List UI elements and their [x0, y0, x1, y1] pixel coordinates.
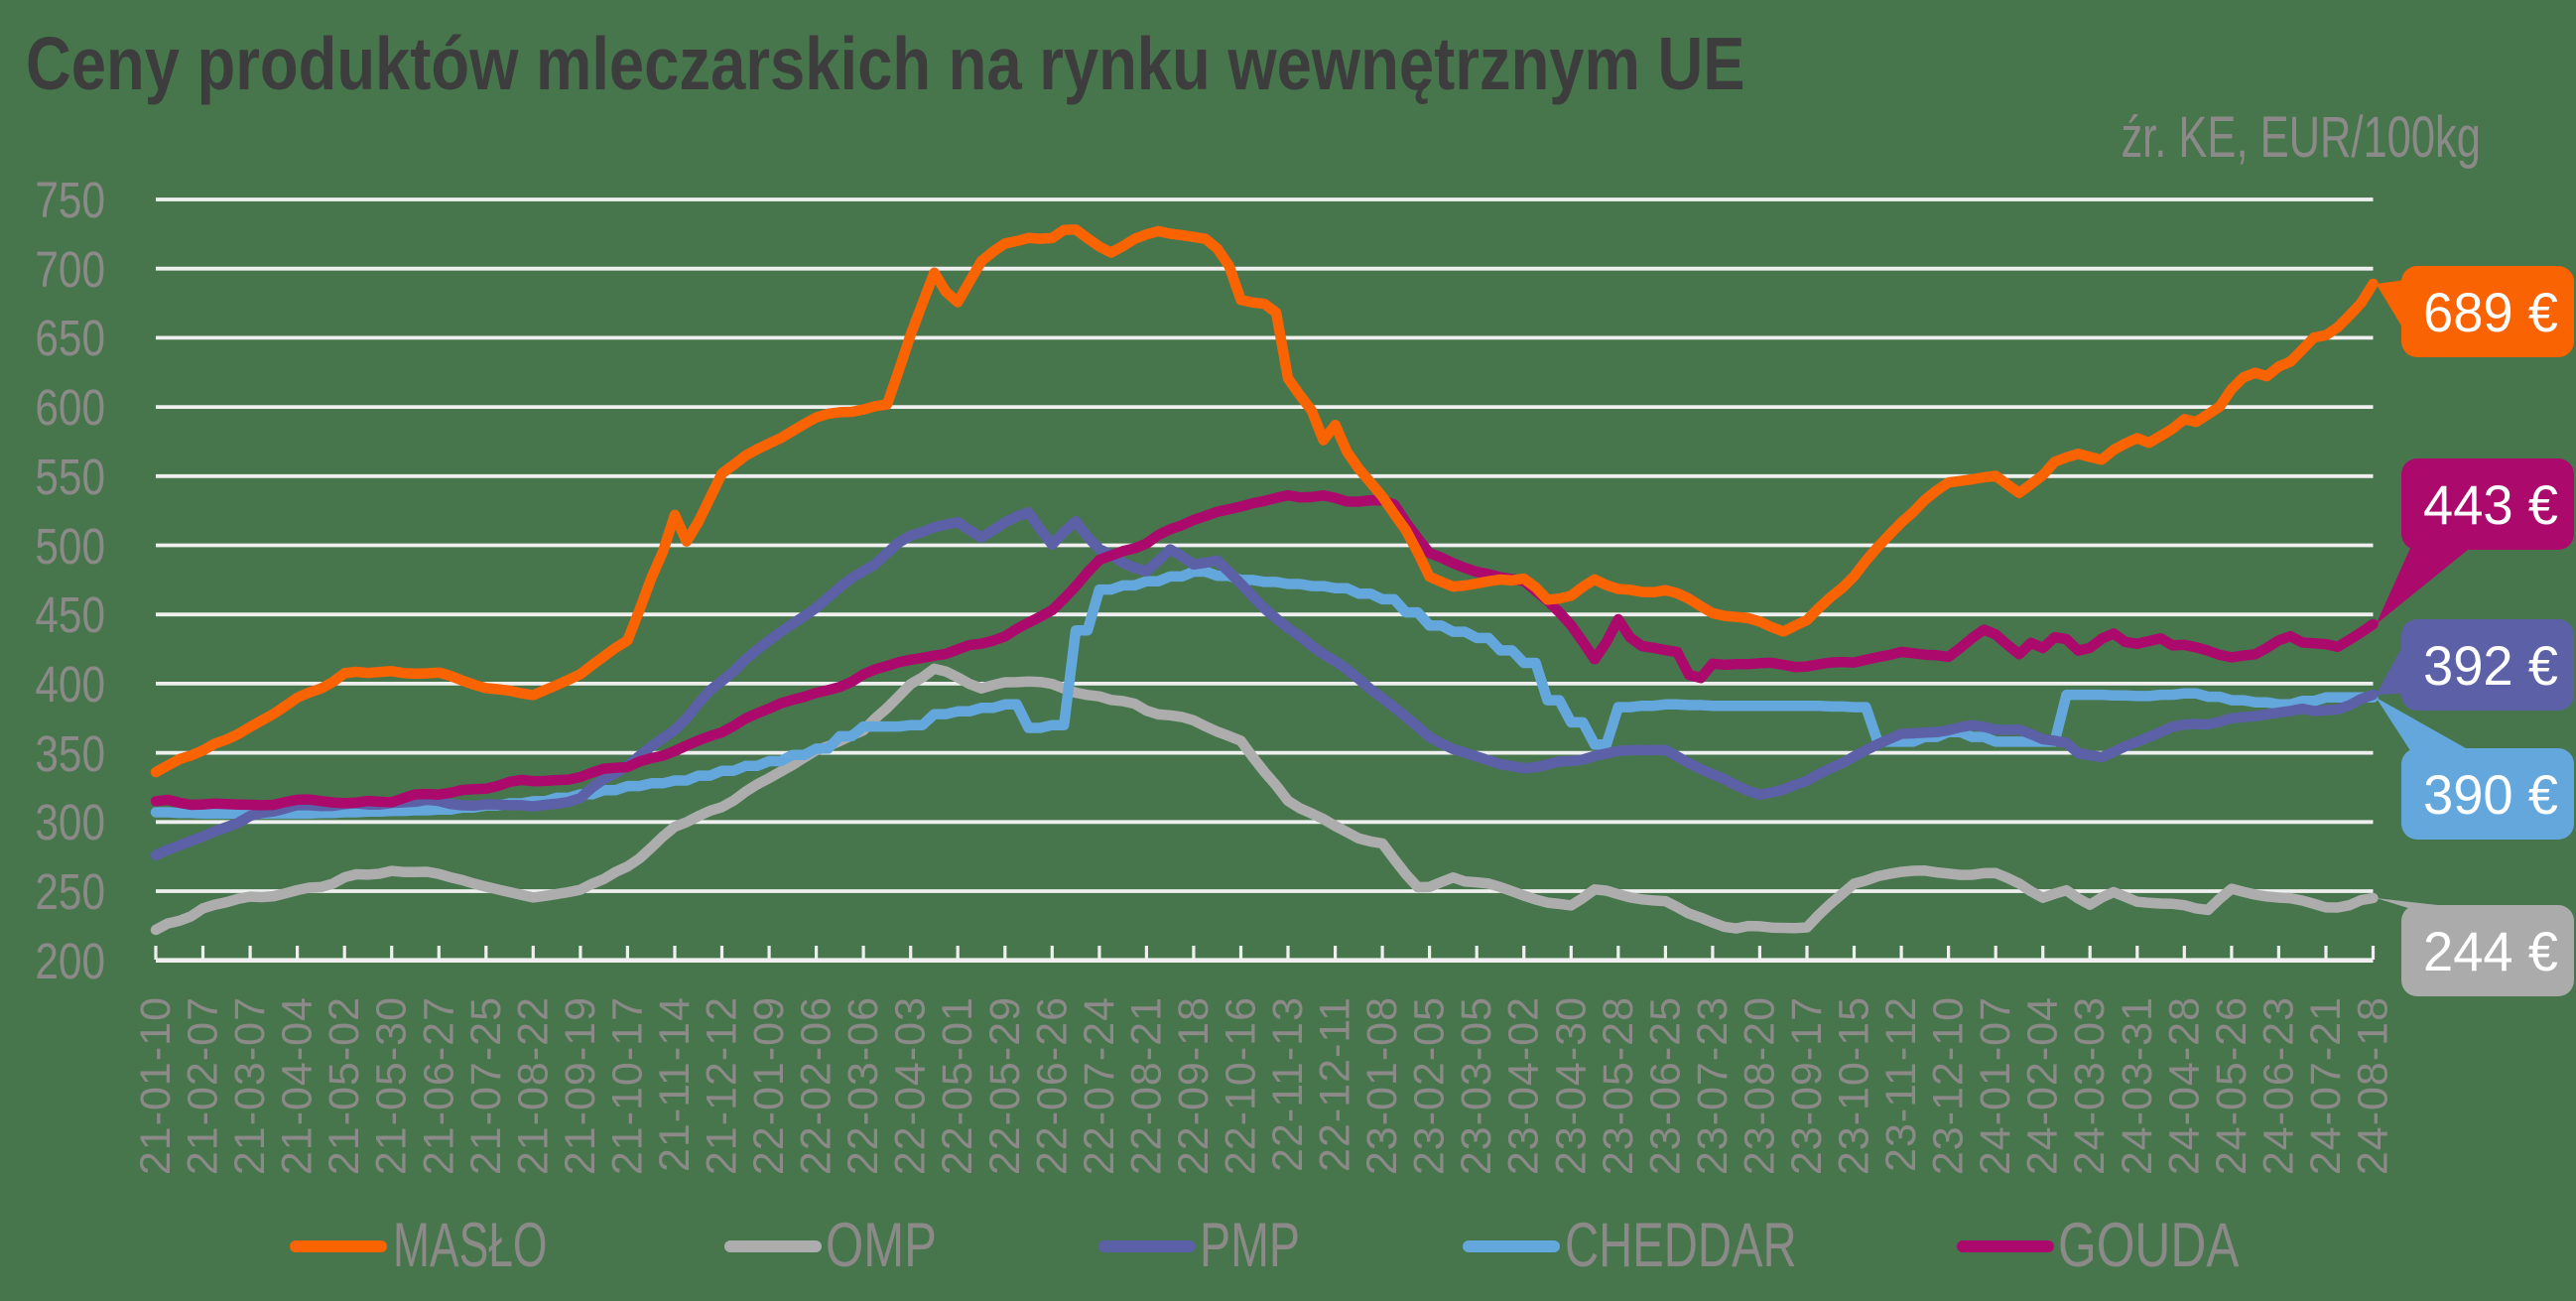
svg-text:22-08-21: 22-08-21: [1122, 996, 1170, 1175]
svg-text:24-07-21: 24-07-21: [2302, 996, 2350, 1175]
svg-text:21-11-14: 21-11-14: [651, 996, 699, 1172]
svg-text:23-09-17: 23-09-17: [1783, 996, 1831, 1175]
svg-text:22-05-29: 22-05-29: [981, 996, 1029, 1175]
svg-text:22-07-24: 22-07-24: [1076, 996, 1123, 1175]
svg-text:23-04-02: 23-04-02: [1500, 996, 1548, 1175]
svg-text:21-09-19: 21-09-19: [557, 996, 604, 1175]
svg-text:23-08-20: 23-08-20: [1736, 996, 1783, 1175]
svg-text:23-07-23: 23-07-23: [1689, 996, 1737, 1175]
svg-text:21-03-07: 21-03-07: [226, 996, 274, 1175]
svg-text:24-06-23: 24-06-23: [2254, 996, 2302, 1175]
svg-text:24-05-26: 24-05-26: [2208, 996, 2255, 1175]
svg-text:24-08-18: 24-08-18: [2350, 996, 2397, 1175]
svg-text:23-06-25: 23-06-25: [1641, 996, 1689, 1175]
svg-text:22-02-06: 22-02-06: [793, 996, 840, 1175]
svg-text:650: 650: [35, 310, 105, 366]
svg-text:22-09-18: 22-09-18: [1170, 996, 1218, 1175]
svg-text:23-01-08: 23-01-08: [1358, 996, 1406, 1175]
svg-text:CHEDDAR: CHEDDAR: [1565, 1210, 1797, 1279]
svg-text:400: 400: [35, 656, 105, 713]
svg-text:450: 450: [35, 586, 105, 643]
svg-text:21-08-22: 21-08-22: [509, 996, 557, 1175]
svg-text:21-07-25: 21-07-25: [462, 996, 510, 1175]
svg-text:689 €: 689 €: [2423, 281, 2558, 343]
svg-text:350: 350: [35, 725, 105, 782]
svg-text:MASŁO: MASŁO: [393, 1210, 547, 1280]
svg-text:392 €: 392 €: [2423, 634, 2558, 697]
svg-text:23-12-10: 23-12-10: [1925, 996, 1973, 1175]
svg-text:21-12-12: 21-12-12: [699, 996, 746, 1175]
svg-text:22-06-26: 22-06-26: [1028, 996, 1076, 1175]
svg-text:23-11-12: 23-11-12: [1877, 996, 1925, 1172]
svg-text:22-05-01: 22-05-01: [934, 996, 981, 1175]
svg-text:22-11-13: 22-11-13: [1264, 996, 1312, 1172]
svg-text:21-10-17: 21-10-17: [603, 996, 651, 1175]
svg-text:24-03-31: 24-03-31: [2114, 996, 2161, 1175]
svg-text:244 €: 244 €: [2423, 920, 2558, 982]
svg-text:750: 750: [35, 172, 105, 228]
svg-text:500: 500: [35, 518, 105, 575]
svg-text:24-01-07: 24-01-07: [1972, 996, 2019, 1175]
svg-text:700: 700: [35, 241, 105, 298]
svg-text:24-03-03: 24-03-03: [2066, 996, 2114, 1175]
svg-text:23-02-05: 23-02-05: [1406, 996, 1454, 1175]
svg-text:23-05-28: 23-05-28: [1595, 996, 1642, 1175]
svg-text:21-01-10: 21-01-10: [132, 996, 180, 1175]
svg-text:443 €: 443 €: [2423, 473, 2558, 536]
svg-text:250: 250: [35, 863, 105, 920]
svg-text:PMP: PMP: [1200, 1210, 1300, 1279]
svg-text:23-03-05: 23-03-05: [1453, 996, 1500, 1175]
svg-text:GOUDA: GOUDA: [2058, 1212, 2240, 1281]
svg-text:550: 550: [35, 449, 105, 505]
svg-text:źr. KE, EUR/100kg: źr. KE, EUR/100kg: [2121, 105, 2481, 169]
svg-text:21-02-07: 21-02-07: [180, 996, 227, 1175]
svg-text:23-04-30: 23-04-30: [1547, 996, 1595, 1175]
svg-text:22-10-16: 22-10-16: [1218, 996, 1265, 1175]
svg-text:22-12-11: 22-12-11: [1312, 996, 1359, 1172]
svg-text:22-03-06: 22-03-06: [839, 996, 887, 1175]
svg-text:600: 600: [35, 379, 105, 436]
svg-text:OMP: OMP: [826, 1210, 937, 1279]
svg-text:390 €: 390 €: [2423, 763, 2558, 826]
svg-text:300: 300: [35, 794, 105, 850]
svg-text:21-04-04: 21-04-04: [274, 996, 322, 1175]
svg-text:22-01-09: 22-01-09: [745, 996, 793, 1175]
svg-text:24-04-28: 24-04-28: [2160, 996, 2208, 1175]
svg-text:23-10-15: 23-10-15: [1831, 996, 1878, 1175]
svg-text:21-06-27: 21-06-27: [415, 996, 462, 1175]
svg-text:200: 200: [35, 933, 105, 989]
svg-text:Ceny produktów mleczarskich na: Ceny produktów mleczarskich na rynku wew…: [26, 22, 1745, 105]
svg-text:21-05-30: 21-05-30: [368, 996, 416, 1175]
svg-text:21-05-02: 21-05-02: [321, 996, 368, 1175]
svg-text:24-02-04: 24-02-04: [2019, 996, 2067, 1175]
svg-text:22-04-03: 22-04-03: [887, 996, 935, 1175]
